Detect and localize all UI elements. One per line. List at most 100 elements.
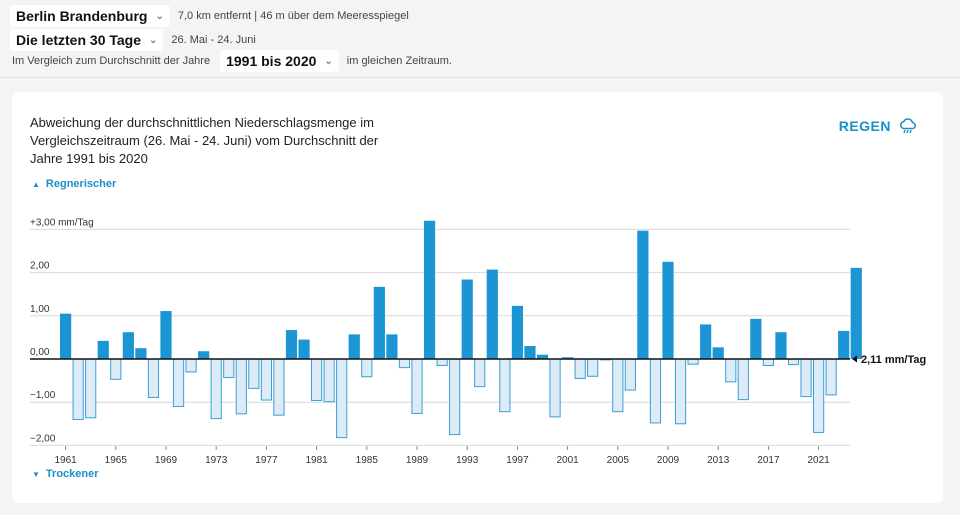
type-badge[interactable]: REGEN [839,118,917,134]
rain-cloud-icon [900,118,916,134]
bar-2015 [737,358,749,401]
y-tick-label: 1,00 [30,304,50,315]
bar-2024 [850,267,862,359]
bar-2000 [549,358,561,418]
bar-1982 [323,358,335,403]
x-tick-label: 1997 [506,455,529,466]
x-tick-label: 2013 [707,455,730,466]
bar-1992 [449,358,461,436]
bar-1983 [336,358,348,439]
x-tick-label: 1977 [255,455,278,466]
x-tick-label: 1985 [356,455,379,466]
bar-1981 [311,358,323,401]
bar-1969 [160,311,172,359]
bar-2008 [649,358,662,424]
wetter-hint-label: Regnerischer [45,178,117,190]
bar-1984 [348,334,360,359]
x-tick-label: 1981 [305,455,328,466]
bar-2019 [787,358,800,366]
caret-down-icon: ▼ [32,469,40,479]
bar-1989 [411,358,423,414]
bar-1995 [486,269,498,359]
bar-2013 [712,347,724,359]
drier-hint-label: Trockener [45,468,99,480]
bar-2020 [800,358,812,398]
bar-2011 [687,358,699,365]
bar-1965 [110,358,122,380]
bar-1962 [72,358,84,420]
bar-1976 [248,358,260,389]
location-value: Berlin Brandenburg [16,8,148,24]
bar-1994 [474,358,486,388]
bar-1977 [260,358,273,401]
bar-1999 [536,354,549,359]
x-tick-label: 1965 [105,455,128,466]
current-value-label: 2,11 mm/Tag [861,354,926,366]
chevron-down-icon: ⌄ [149,34,158,46]
bar-1993 [461,279,473,359]
bar-1986 [373,286,385,359]
current-marker-icon [852,355,857,363]
bar-2007 [637,230,649,359]
bar-2012 [700,324,712,359]
bar-2018 [775,332,787,359]
location-select[interactable]: Berlin Brandenburg ⌄ [10,5,170,27]
bar-1991 [436,358,448,366]
bar-1988 [398,358,411,369]
bar-2010 [674,358,687,425]
bar-1975 [235,358,247,415]
x-tick-label: 2021 [807,455,830,466]
bar-2014 [725,358,737,383]
bar-2005 [612,358,624,413]
bar-1961 [60,313,72,359]
y-tick-label: 2,00 [30,261,50,272]
bar-1974 [223,358,235,379]
bar-1972 [198,351,210,359]
bar-1973 [210,358,222,420]
y-tick-label: +3,00 mm/Tag [30,217,94,228]
bar-1970 [172,358,185,408]
x-tick-label: 2009 [657,455,680,466]
y-tick-label: 0,00 [30,347,50,358]
bar-1966 [122,332,134,359]
period-select[interactable]: Die letzten 30 Tage ⌄ [10,29,164,51]
bar-2022 [825,358,837,396]
bar-2001 [562,357,574,359]
compare-suffix: im gleichen Zeitraum. [346,55,452,67]
bar-1996 [499,358,511,413]
caret-up-icon: ▲ [32,179,40,189]
type-label: REGEN [838,118,891,134]
bar-2006 [624,358,636,391]
x-tick-label: 1961 [54,455,77,466]
bar-2017 [762,358,774,366]
x-tick-label: 2017 [757,455,780,466]
bar-1997 [511,305,523,359]
x-tick-label: 1993 [456,455,479,466]
bar-1979 [285,330,298,359]
compare-range-select[interactable]: 1991 bis 2020 ⌄ [220,50,339,72]
bar-1978 [273,358,285,416]
wetter-hint[interactable]: ▲ Regnerischer [32,178,116,190]
bar-2003 [587,358,599,377]
bar-2009 [662,261,674,359]
bar-2021 [813,358,825,433]
bar-1980 [298,339,310,359]
period-dates: 26. Mai - 24. Juni [171,34,256,46]
location-meta: 7,0 km entfernt | 46 m über dem Meeressp… [177,10,409,22]
x-tick-label: 1969 [155,455,178,466]
bar-2002 [574,358,586,379]
bar-1985 [361,358,373,378]
bar-2023 [838,330,850,359]
chart-card: Abweichung der durchschnittlichen Nieder… [12,92,943,503]
bar-1963 [85,358,97,419]
bar-1987 [386,334,398,359]
x-tick-label: 1973 [205,455,228,466]
bar-1968 [147,358,160,398]
y-tick-label: −2,00 [30,433,56,444]
x-tick-label: 2005 [607,455,630,466]
bar-1971 [185,358,197,373]
drier-hint[interactable]: ▼ Trockener [32,468,99,480]
bar-1998 [524,346,536,359]
chevron-down-icon: ⌄ [324,55,333,67]
bar-2016 [750,318,762,359]
